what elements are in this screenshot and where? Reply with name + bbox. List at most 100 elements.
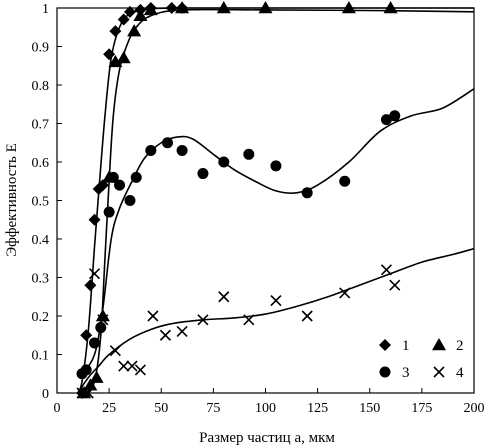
- cross-stroke: [159, 329, 171, 341]
- cross-stroke: [218, 291, 230, 303]
- series-4-point: [97, 314, 109, 326]
- y-tick-label: 0.4: [32, 233, 50, 248]
- legend-marker-3: [379, 366, 391, 378]
- data-points: [76, 1, 401, 399]
- series-1-point: [103, 48, 116, 61]
- cross-stroke: [389, 279, 401, 291]
- y-tick-label: 0.5: [32, 195, 50, 210]
- series-4-point: [270, 295, 282, 307]
- series-4-point: [218, 291, 230, 303]
- series-3-point: [380, 114, 392, 126]
- fit-curves: [77, 7, 475, 394]
- series-1-point: [109, 25, 122, 38]
- series-3-point: [114, 179, 126, 191]
- series-1-point: [123, 5, 136, 18]
- series-3-point: [145, 144, 157, 156]
- cross-stroke: [97, 314, 109, 326]
- legend-marker-2: [432, 338, 446, 351]
- series-4-point: [339, 287, 351, 299]
- cross-stroke: [243, 314, 255, 326]
- legend: 1 2 3 4: [379, 338, 464, 381]
- y-tick-label: 0.2: [32, 310, 50, 325]
- cross-stroke: [339, 287, 351, 299]
- series-3-point: [243, 148, 255, 160]
- series-4-point: [147, 310, 159, 322]
- series-1-point: [88, 213, 101, 226]
- series-2-point: [175, 1, 190, 14]
- y-axis: 0 0.1 0.2 0.3 0.4 0.5 0.6 0.7 0.8 0.9 1: [32, 2, 62, 402]
- x-tick-label: 150: [359, 401, 380, 416]
- y-axis-title: Эффективность E: [4, 143, 20, 257]
- x-tick-label: 175: [411, 401, 432, 416]
- x-tick-label: 0: [54, 401, 61, 416]
- series-3-point: [95, 322, 107, 334]
- series-2-point: [127, 24, 142, 37]
- x-axis-title: Размер частиц a, мкм: [199, 430, 335, 446]
- series-4-point: [243, 314, 255, 326]
- series-3-point: [107, 171, 119, 183]
- cross-stroke: [88, 268, 101, 280]
- series-2-curve: [85, 8, 475, 394]
- series-2-point: [383, 1, 398, 14]
- series-2-point: [143, 2, 158, 16]
- x-tick-label: 50: [154, 401, 168, 416]
- series-2-point: [116, 51, 131, 64]
- y-tick-label: 0.8: [32, 79, 50, 94]
- series-3-point: [80, 364, 92, 376]
- series-2-point: [83, 378, 98, 391]
- series-3-point: [218, 156, 230, 168]
- series-1-point: [84, 279, 97, 292]
- cross-stroke: [433, 366, 445, 378]
- series-4-point: [88, 268, 101, 280]
- series-3-point: [176, 144, 188, 156]
- y-tick-label: 0: [42, 387, 49, 402]
- cross-stroke: [380, 264, 392, 276]
- y-tick-label: 0.9: [32, 41, 50, 56]
- y-tick-label: 0.6: [32, 156, 50, 171]
- series-3-point: [301, 187, 313, 199]
- legend-marker-4: [433, 366, 445, 378]
- cross-stroke: [134, 364, 146, 376]
- y-tick-label: 0.3: [32, 272, 50, 287]
- y-tick-label: 0.7: [32, 118, 50, 133]
- x-tick-label: 75: [206, 401, 220, 416]
- legend-label-1: 1: [402, 338, 410, 354]
- series-4-point: [134, 364, 146, 376]
- series-3-point: [103, 206, 115, 218]
- legend-label-3: 3: [402, 365, 410, 381]
- series-4-point: [82, 387, 94, 399]
- cross-stroke: [197, 314, 209, 326]
- series-4-point: [159, 329, 171, 341]
- series-3-point: [339, 175, 351, 187]
- series-1-point: [80, 329, 93, 342]
- series-1-point: [117, 13, 130, 26]
- legend-label-2: 2: [456, 338, 464, 354]
- series-4-curve: [77, 247, 475, 394]
- series-4-point: [301, 310, 313, 322]
- series-4-point: [176, 325, 188, 337]
- x-tick-label: 200: [464, 401, 485, 416]
- x-axis: 0 25 50 75 100 125 150 175 200: [54, 388, 485, 416]
- cross-stroke: [109, 345, 121, 357]
- series-3-point: [124, 195, 136, 206]
- series-2-point: [341, 1, 356, 14]
- y-tick-label: 1: [42, 2, 49, 17]
- series-2-point: [133, 8, 148, 21]
- cross-stroke: [126, 360, 138, 372]
- legend-marker-1: [379, 339, 391, 351]
- series-3-point: [130, 171, 142, 183]
- cross-stroke: [118, 360, 130, 372]
- series-3-point: [197, 168, 209, 180]
- x-tick-label: 100: [255, 401, 276, 416]
- series-4-point: [380, 264, 392, 276]
- series-2-point: [258, 1, 273, 14]
- series-3-point: [89, 337, 101, 349]
- series-2-point: [89, 370, 104, 383]
- series-2-point: [95, 309, 110, 322]
- series-2-point: [216, 1, 231, 14]
- legend-label-4: 4: [456, 365, 464, 381]
- cross-stroke: [82, 387, 94, 399]
- x-tick-label: 25: [102, 401, 116, 416]
